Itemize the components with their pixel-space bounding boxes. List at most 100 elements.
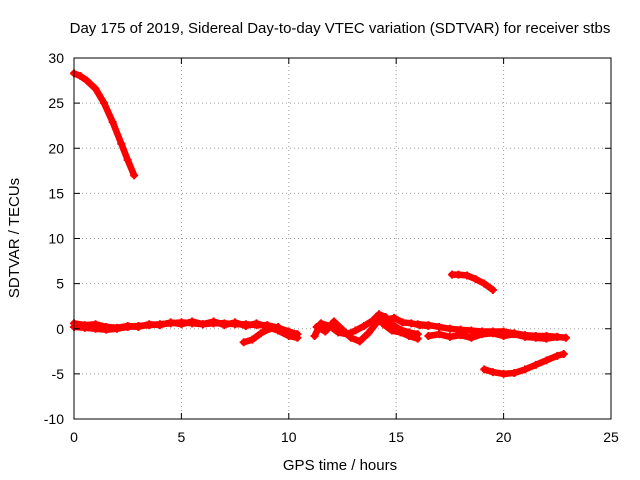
data-point <box>166 318 175 327</box>
data-point <box>355 337 364 346</box>
x-tick-label: 20 <box>496 429 512 445</box>
data-point <box>117 139 126 148</box>
data-point <box>499 331 508 340</box>
series-seg-baseline-2 <box>70 318 301 342</box>
data-point <box>123 155 132 164</box>
data-point <box>239 338 248 347</box>
data-point <box>521 365 530 374</box>
data-point <box>467 333 476 342</box>
data-point <box>108 118 117 127</box>
data-point <box>435 322 444 331</box>
data-point <box>463 271 472 280</box>
data-point <box>274 322 283 331</box>
data-point <box>248 335 257 344</box>
y-tick-label: 20 <box>48 140 64 156</box>
series-seg-trough-20h <box>481 350 567 378</box>
data-point <box>488 368 497 377</box>
y-tick-label: 5 <box>56 276 64 292</box>
data-point <box>145 320 154 329</box>
data-point <box>405 331 414 340</box>
y-tick-label: 10 <box>48 231 64 247</box>
data-point <box>209 317 218 326</box>
data-point <box>553 332 562 341</box>
y-tick-label: 15 <box>48 185 64 201</box>
data-point <box>312 322 321 331</box>
data-point <box>359 322 368 331</box>
x-axis-label: GPS time / hours <box>283 457 397 474</box>
data-point <box>379 320 388 329</box>
data-point <box>329 317 338 326</box>
data-point <box>510 368 519 377</box>
chart-title: Day 175 of 2019, Sidereal Day-to-day VTE… <box>70 20 611 37</box>
data-point <box>531 360 540 369</box>
data-point <box>413 320 422 329</box>
data-point <box>553 351 562 360</box>
x-tick-label: 0 <box>70 429 78 445</box>
tick-layer: 0 5 10 15 20 25 -10 -5 0 5 10 15 20 25 30 <box>44 50 619 445</box>
data-point <box>155 321 164 330</box>
x-tick-label: 25 <box>603 429 619 445</box>
data-point <box>478 330 487 339</box>
data-point <box>252 319 261 328</box>
data-point <box>293 333 302 342</box>
data-point <box>372 318 381 327</box>
data-point <box>488 285 497 294</box>
y-tick-label: -5 <box>52 366 65 382</box>
data-point <box>424 321 433 330</box>
y-tick-label: -10 <box>44 411 64 427</box>
y-tick-label: 30 <box>48 50 64 66</box>
data-point <box>435 330 444 339</box>
y-tick-label: 0 <box>56 321 64 337</box>
data-point <box>82 76 91 85</box>
data-point <box>198 320 207 329</box>
data-point <box>80 321 89 330</box>
data-point <box>130 171 139 180</box>
data-point <box>542 356 551 365</box>
data-point <box>123 322 132 331</box>
data-point <box>321 327 330 336</box>
data-point <box>413 334 422 343</box>
data-point <box>445 332 454 341</box>
data-point <box>467 326 476 335</box>
data-point <box>265 324 274 333</box>
data-point <box>91 320 100 329</box>
data-point <box>112 323 121 332</box>
series-layer <box>70 69 570 378</box>
data-point <box>364 329 373 338</box>
data-point <box>387 326 396 335</box>
x-tick-label: 15 <box>388 429 404 445</box>
data-point <box>488 329 497 338</box>
data-point <box>456 331 465 340</box>
y-axis-label: SDTVAR / TECUs <box>6 178 23 298</box>
data-point <box>531 333 540 342</box>
data-point <box>134 322 143 331</box>
data-point <box>177 320 186 329</box>
data-point <box>499 369 508 378</box>
data-point <box>256 329 265 338</box>
data-point <box>445 324 454 333</box>
data-point <box>91 84 100 93</box>
data-point <box>559 350 568 359</box>
data-point <box>310 331 319 340</box>
data-point <box>338 325 347 334</box>
data-point <box>396 328 405 337</box>
data-point <box>424 331 433 340</box>
data-point <box>188 317 197 326</box>
data-point <box>241 322 250 331</box>
data-point <box>561 333 570 342</box>
data-point <box>510 330 519 339</box>
data-point <box>102 322 111 331</box>
data-point <box>480 365 489 374</box>
data-point <box>398 318 407 327</box>
data-point <box>390 313 399 322</box>
data-point <box>542 334 551 343</box>
data-point <box>351 326 360 335</box>
data-point <box>220 321 229 330</box>
data-point <box>347 333 356 342</box>
y-tick-label: 25 <box>48 95 64 111</box>
data-point <box>471 275 480 284</box>
x-tick-label: 10 <box>281 429 297 445</box>
data-point <box>480 279 489 288</box>
data-point <box>521 332 530 341</box>
